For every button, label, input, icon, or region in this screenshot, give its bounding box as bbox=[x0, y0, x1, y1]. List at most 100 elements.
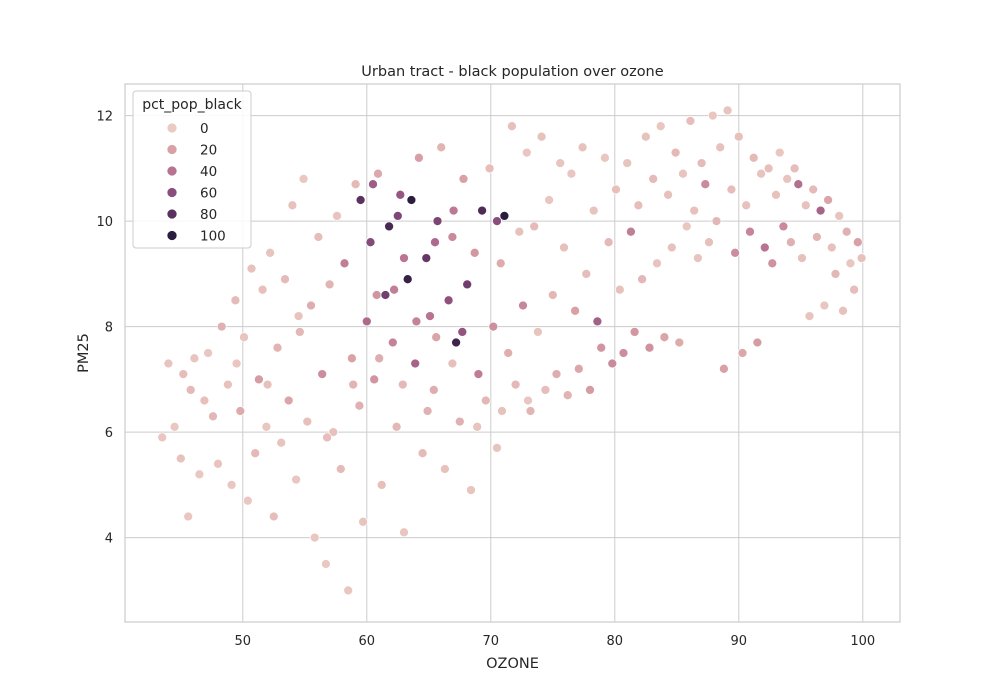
scatter-point bbox=[529, 221, 540, 232]
scatter-point bbox=[752, 337, 763, 348]
scatter-point bbox=[741, 200, 752, 211]
scatter-point bbox=[514, 226, 525, 237]
scatter-point bbox=[178, 369, 189, 379]
scatter-point bbox=[759, 242, 770, 253]
scatter-point bbox=[577, 142, 588, 153]
scatter-point bbox=[242, 495, 253, 506]
legend-entry-label: 60 bbox=[200, 186, 217, 202]
scatter-point bbox=[719, 363, 729, 374]
scatter-point bbox=[689, 205, 700, 216]
scatter-point bbox=[525, 406, 536, 416]
scatter-point bbox=[430, 237, 440, 248]
scatter-point bbox=[448, 205, 459, 216]
scatter-point bbox=[321, 559, 331, 569]
scatter-point bbox=[458, 174, 469, 184]
legend-entry-label: 0 bbox=[200, 121, 209, 137]
scatter-point bbox=[559, 242, 569, 253]
scatter-point bbox=[730, 247, 740, 258]
x-tick-label: 90 bbox=[731, 634, 748, 649]
legend-marker bbox=[166, 230, 178, 241]
x-tick-label: 60 bbox=[359, 634, 376, 649]
scatter-point bbox=[399, 527, 409, 538]
scatter-point bbox=[733, 131, 744, 142]
scatter-point bbox=[626, 226, 636, 237]
scatter-point bbox=[397, 379, 408, 390]
scatter-point bbox=[322, 432, 332, 443]
scatter-point bbox=[425, 311, 435, 321]
scatter-point bbox=[480, 395, 491, 406]
scatter-point bbox=[499, 211, 510, 221]
scatter-point bbox=[355, 195, 366, 205]
scatter-point bbox=[696, 158, 707, 168]
x-axis-label: OZONE bbox=[486, 656, 539, 672]
scatter-point bbox=[573, 363, 584, 374]
scatter-point bbox=[774, 147, 785, 158]
scatter-point bbox=[436, 142, 447, 153]
scatter-point bbox=[354, 400, 365, 411]
scatter-point bbox=[797, 253, 807, 263]
scatter-point bbox=[472, 421, 483, 432]
scatter-point bbox=[748, 152, 759, 163]
legend-entry-label: 100 bbox=[200, 229, 226, 245]
legend-marker bbox=[166, 122, 178, 134]
y-tick-label: 10 bbox=[96, 215, 113, 230]
scatter-point bbox=[280, 274, 290, 285]
scatter-point bbox=[655, 121, 666, 132]
scatter-point bbox=[163, 358, 174, 369]
scatter-point bbox=[819, 300, 830, 311]
scatter-point bbox=[585, 385, 595, 395]
legend-title: pct_pop_black bbox=[142, 97, 242, 113]
grid-lines bbox=[125, 84, 900, 622]
scatter-point bbox=[387, 337, 398, 348]
legend-marker bbox=[166, 187, 178, 198]
scatter-point bbox=[443, 295, 454, 306]
legend-marker bbox=[166, 144, 178, 155]
scatter-point bbox=[226, 480, 237, 490]
x-tick-label: 100 bbox=[850, 634, 875, 649]
scatter-point bbox=[235, 406, 246, 416]
scatter-point bbox=[223, 379, 233, 390]
scatter-point bbox=[815, 205, 826, 216]
scatter-point bbox=[287, 200, 298, 211]
scatter-point bbox=[391, 421, 402, 432]
scatter-point bbox=[175, 453, 186, 464]
axis-tick-labels: 50 60 70 80 90 100 4 6 8 10 12 bbox=[96, 110, 875, 649]
scatter-point bbox=[298, 174, 309, 184]
scatter-point bbox=[633, 200, 644, 211]
scatter-point bbox=[395, 189, 406, 200]
scatter-point bbox=[451, 337, 461, 348]
scatter-point bbox=[268, 511, 279, 522]
scatter-point bbox=[830, 269, 841, 279]
y-tick-label: 12 bbox=[96, 110, 113, 125]
chart-title: Urban tract - black population over ozon… bbox=[361, 64, 663, 80]
scatter-point bbox=[812, 232, 822, 242]
scatter-point bbox=[678, 168, 688, 179]
scatter-point bbox=[447, 358, 458, 369]
scatter-point bbox=[343, 585, 354, 596]
scatter-point bbox=[431, 332, 442, 343]
scatter-point bbox=[555, 158, 566, 168]
scatter-point bbox=[507, 121, 517, 132]
scatter-point bbox=[681, 221, 692, 232]
scatter-point bbox=[533, 327, 543, 337]
scatter-point bbox=[313, 232, 324, 242]
scatter-point bbox=[350, 179, 361, 190]
scatter-point bbox=[737, 348, 748, 358]
scatter-point bbox=[614, 284, 625, 295]
scatter-point bbox=[756, 168, 766, 179]
scatter-point bbox=[306, 300, 316, 311]
scatter-point bbox=[328, 427, 339, 437]
scatter-point bbox=[637, 274, 647, 285]
scatter-point bbox=[488, 321, 499, 332]
scatter-point bbox=[411, 316, 422, 327]
scatter-point bbox=[715, 142, 726, 153]
scatter-point bbox=[611, 184, 621, 195]
x-tick-label: 80 bbox=[607, 634, 624, 649]
scatter-point bbox=[808, 184, 819, 195]
scatter-point bbox=[422, 406, 433, 416]
scatter-point bbox=[492, 216, 502, 226]
legend-entries: 0 20 40 60 80 100 bbox=[166, 121, 226, 245]
scatter-point bbox=[421, 253, 432, 263]
scatter-point bbox=[845, 258, 856, 269]
x-tick-label: 70 bbox=[483, 634, 500, 649]
